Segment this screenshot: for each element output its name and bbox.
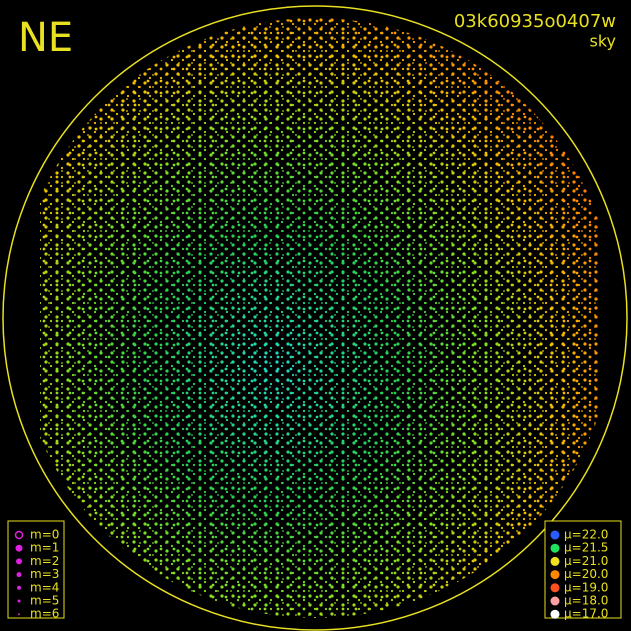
magnitude-marker bbox=[14, 530, 24, 540]
magnitude-marker bbox=[16, 572, 22, 578]
brightness-swatch bbox=[550, 583, 560, 593]
brightness-swatch bbox=[550, 556, 560, 566]
magnitude-marker bbox=[15, 544, 23, 552]
mode: sky bbox=[590, 32, 617, 51]
horizon bbox=[2, 5, 628, 631]
brightness-label: μ=19.0 bbox=[564, 580, 608, 594]
brightness-label: μ=18.0 bbox=[564, 594, 608, 608]
brightness-label: μ=20.0 bbox=[564, 567, 608, 581]
star-field bbox=[40, 18, 600, 618]
brightness-label: μ=21.0 bbox=[564, 554, 608, 568]
legends: m=0m=1m=2m=3m=4m=5m=6μ=22.0μ=21.5μ=21.0μ… bbox=[14, 528, 608, 621]
magnitude-marker bbox=[17, 585, 21, 590]
magnitude-label: m=1 bbox=[30, 541, 59, 555]
magnitude-label: m=3 bbox=[30, 567, 59, 581]
magnitude-label: m=6 bbox=[30, 607, 59, 621]
brightness-label: μ=21.5 bbox=[564, 541, 608, 555]
magnitude-legend bbox=[7, 520, 65, 619]
brightness-swatch bbox=[550, 596, 560, 606]
stars bbox=[40, 18, 600, 618]
magnitude-marker bbox=[16, 558, 22, 565]
magnitude-marker bbox=[17, 599, 21, 603]
magnitude-label: m=2 bbox=[30, 554, 59, 568]
brightness-swatch bbox=[550, 570, 560, 580]
magnitude-label: m=5 bbox=[30, 594, 59, 608]
brightness-swatch bbox=[550, 543, 560, 553]
brightness-swatch bbox=[550, 609, 560, 619]
brightness-swatch bbox=[550, 530, 560, 540]
magnitude-marker bbox=[18, 613, 20, 616]
magnitude-label: m=4 bbox=[30, 580, 59, 594]
direction: NE bbox=[18, 15, 73, 61]
brightness-label: μ=17.0 bbox=[564, 607, 608, 621]
magnitude-label: m=0 bbox=[30, 528, 59, 542]
brightness-label: μ=22.0 bbox=[564, 528, 608, 542]
frame-id: 03k60935o0407w bbox=[454, 11, 616, 32]
